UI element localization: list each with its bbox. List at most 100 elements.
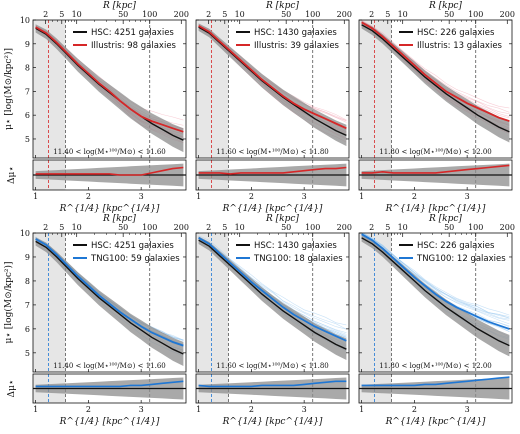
top-tick-label: 2 (369, 223, 374, 232)
sim-median-line (361, 233, 510, 330)
top-tick-label: 5 (59, 223, 64, 232)
top-tick-label: 5 (385, 10, 390, 19)
top-tick-label: 10 (235, 223, 245, 232)
x-top-axis-label: R [kpc] (102, 1, 136, 11)
x-top-axis-label: R [kpc] (428, 214, 462, 224)
bottom-tick-label: 3 (302, 405, 307, 414)
bottom-tick-label: 3 (465, 192, 470, 201)
bottom-tick-label: 2 (412, 192, 417, 201)
top-tick-label: 50 (444, 223, 454, 232)
y-tick-label: 7 (25, 87, 30, 96)
mass-bin-label: 11.80 < log(M⋆¹⁰⁰/M⊙) < 12.00 (379, 362, 491, 370)
top-tick-label: 2 (206, 10, 211, 19)
bottom-tick-label: 2 (249, 192, 254, 201)
sim-median-line (198, 25, 347, 130)
mass-bin-label: 11.60 < log(M⋆¹⁰⁰/M⊙) < 11.80 (216, 148, 328, 156)
main-plot-area (198, 23, 347, 147)
legend-hsc-label: HSC: 1430 galaxies (254, 241, 337, 251)
y-tick-label: 6 (25, 325, 30, 334)
x-bottom-axis-label: R^{1/4} [kpc^{1/4}] (385, 417, 486, 427)
main-panel-frame (32, 19, 187, 159)
y-tick-label: 10 (20, 16, 30, 25)
sim-median-line (35, 238, 184, 347)
top-tick-label: 200 (337, 10, 352, 19)
mass-bin-label: 11.40 < log(M⋆¹⁰⁰/M⊙) < 11.60 (53, 148, 165, 156)
resid-panel-frame (195, 373, 350, 404)
x-bottom-axis-label: R^{1/4} [kpc^{1/4}] (222, 417, 323, 427)
top-tick-label: 50 (281, 223, 291, 232)
legend-sim-label: Illustris: 13 galaxies (417, 41, 503, 51)
hsc-median-line (361, 24, 510, 133)
individual-profile-line (362, 233, 510, 316)
top-tick-label: 100 (468, 223, 483, 232)
resid-plot-area (33, 377, 186, 400)
top-tick-label: 10 (72, 10, 82, 19)
x-top-axis-label: R [kpc] (102, 214, 136, 224)
individual-profile-line (198, 236, 347, 330)
top-tick-label: 10 (235, 10, 245, 19)
top-tick-label: 50 (281, 10, 291, 19)
top-tick-label: 5 (385, 223, 390, 232)
bottom-tick-label: 1 (33, 405, 38, 414)
legend-hsc-label: HSC: 4251 galaxies (91, 28, 174, 38)
top-tick-label: 100 (305, 223, 320, 232)
resid-panel-frame (195, 159, 350, 191)
top-tick-label: 200 (337, 223, 352, 232)
hsc-median-line (35, 240, 184, 355)
main-panel-frame (195, 232, 350, 373)
top-tick-label: 200 (500, 223, 515, 232)
bottom-tick-label: 1 (359, 405, 364, 414)
resid-plot-area (33, 163, 186, 187)
top-tick-label: 100 (305, 10, 320, 19)
y-tick-label: 8 (25, 277, 30, 286)
bottom-tick-label: 2 (249, 405, 254, 414)
hsc-median-line (198, 239, 347, 350)
y-resid-axis-label: Δμ⋆ (7, 380, 17, 398)
top-tick-label: 200 (174, 10, 189, 19)
top-tick-label: 10 (72, 223, 82, 232)
resid-panel-frame (32, 373, 187, 404)
legend-hsc-label: HSC: 226 galaxies (417, 28, 495, 38)
resid-sim-line (198, 166, 347, 175)
y-tick-label: 9 (25, 40, 30, 49)
top-tick-label: 2 (206, 223, 211, 232)
top-tick-label: 50 (118, 10, 128, 19)
top-tick-label: 100 (468, 10, 483, 19)
inner-region-shade (196, 20, 229, 158)
bottom-tick-label: 2 (412, 405, 417, 414)
y-tick-label: 7 (25, 301, 30, 310)
y-tick-label: 5 (25, 135, 30, 144)
y-tick-label: 5 (25, 349, 30, 358)
resid-panel-frame (32, 159, 187, 191)
sim-median-line (198, 237, 347, 342)
x-bottom-axis-label: R^{1/4} [kpc^{1/4}] (59, 417, 160, 427)
x-top-axis-label: R [kpc] (428, 1, 462, 11)
legend-hsc-label: HSC: 4251 galaxies (91, 241, 174, 251)
top-tick-label: 100 (142, 10, 157, 19)
main-panel-frame (358, 19, 513, 159)
bottom-tick-label: 1 (33, 192, 38, 201)
main-plot-area (35, 24, 184, 153)
resid-plot-area (196, 163, 349, 187)
main-plot-area (361, 233, 510, 357)
y-resid-axis-label: Δμ⋆ (7, 166, 17, 184)
individual-profile-line (361, 233, 510, 319)
bottom-tick-label: 1 (359, 192, 364, 201)
main-plot-area (361, 20, 510, 143)
mass-bin-label: 11.40 < log(M⋆¹⁰⁰/M⊙) < 11.60 (53, 362, 165, 370)
top-tick-label: 200 (500, 10, 515, 19)
mass-bin-label: 11.80 < log(M⋆¹⁰⁰/M⊙) < 12.00 (379, 148, 491, 156)
top-tick-label: 10 (398, 223, 408, 232)
bottom-tick-label: 3 (465, 405, 470, 414)
legend-sim-label: TNG100: 12 galaxies (416, 254, 506, 264)
x-bottom-axis-label: R^{1/4} [kpc^{1/4}] (222, 204, 323, 214)
x-top-axis-label: R [kpc] (265, 1, 299, 11)
y-tick-label: 10 (20, 229, 30, 238)
resid-sim-line (361, 164, 510, 174)
legend-hsc-label: HSC: 1430 galaxies (254, 28, 337, 38)
hsc-median-line (361, 237, 510, 347)
top-tick-label: 5 (222, 223, 227, 232)
legend-hsc-label: HSC: 226 galaxies (417, 241, 495, 251)
top-tick-label: 50 (118, 223, 128, 232)
